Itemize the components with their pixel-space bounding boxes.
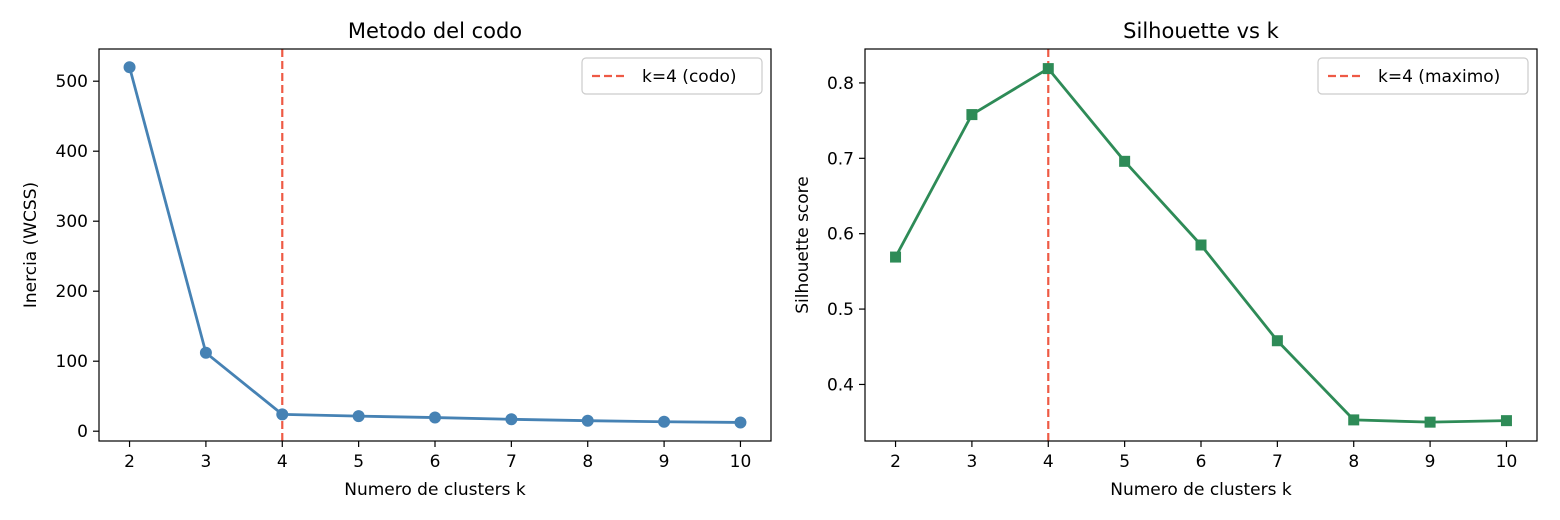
data-point bbox=[658, 415, 671, 428]
x-tick-label: 4 bbox=[277, 452, 288, 472]
x-tick-label: 10 bbox=[730, 452, 752, 472]
y-tick-label: 0.4 bbox=[827, 375, 854, 395]
data-point bbox=[734, 416, 747, 429]
legend-label: k=4 (maximo) bbox=[1378, 67, 1500, 87]
data-point bbox=[123, 61, 136, 74]
y-tick-label: 0.8 bbox=[827, 74, 854, 94]
data-point bbox=[1348, 414, 1360, 426]
data-point bbox=[1042, 63, 1054, 75]
data-point bbox=[1424, 416, 1436, 428]
data-point bbox=[1195, 239, 1207, 251]
x-tick-label: 4 bbox=[1043, 452, 1054, 472]
data-point bbox=[890, 251, 902, 263]
y-axis-label: Silhouette score bbox=[793, 176, 813, 314]
data-point bbox=[581, 414, 594, 427]
legend-box bbox=[581, 57, 763, 95]
data-point bbox=[276, 408, 289, 421]
x-tick-label: 10 bbox=[1496, 452, 1518, 472]
x-tick-label: 7 bbox=[506, 452, 517, 472]
x-tick-label: 3 bbox=[200, 452, 211, 472]
y-axis-label: Inercia (WCSS) bbox=[21, 182, 41, 308]
data-point bbox=[1119, 155, 1131, 167]
y-tick-label: 0 bbox=[77, 422, 88, 442]
data-point bbox=[505, 413, 518, 426]
x-tick-label: 5 bbox=[353, 452, 364, 472]
y-tick-label: 0.7 bbox=[827, 149, 854, 169]
y-tick-label: 100 bbox=[56, 352, 88, 372]
x-tick-label: 5 bbox=[1119, 452, 1130, 472]
y-tick-label: 500 bbox=[56, 72, 88, 92]
x-tick-label: 3 bbox=[966, 452, 977, 472]
data-point bbox=[966, 109, 978, 121]
chart-title: Metodo del codo bbox=[348, 19, 522, 43]
data-point bbox=[352, 410, 365, 423]
legend: k=4 (maximo) bbox=[1317, 57, 1529, 95]
y-tick-label: 300 bbox=[56, 212, 88, 232]
axes-frame bbox=[98, 48, 772, 442]
x-tick-label: 9 bbox=[659, 452, 670, 472]
legend-box bbox=[1317, 57, 1529, 95]
legend: k=4 (codo) bbox=[581, 57, 763, 95]
data-point bbox=[1500, 415, 1512, 427]
x-tick-label: 2 bbox=[890, 452, 901, 472]
legend-label: k=4 (codo) bbox=[642, 67, 737, 87]
series-line bbox=[128, 66, 741, 424]
y-tick-label: 0.5 bbox=[827, 300, 854, 320]
data-point bbox=[199, 346, 212, 359]
x-tick-label: 9 bbox=[1425, 452, 1436, 472]
y-tick-label: 400 bbox=[56, 142, 88, 162]
x-tick-label: 6 bbox=[430, 452, 441, 472]
chart-title: Silhouette vs k bbox=[1123, 19, 1279, 43]
x-tick-label: 2 bbox=[124, 452, 135, 472]
x-tick-label: 8 bbox=[1348, 452, 1359, 472]
y-tick-label: 200 bbox=[56, 282, 88, 302]
x-tick-label: 7 bbox=[1272, 452, 1283, 472]
data-point bbox=[429, 411, 441, 424]
x-tick-label: 8 bbox=[582, 452, 593, 472]
y-tick-label: 0.6 bbox=[827, 225, 854, 245]
axes-frame bbox=[864, 48, 1538, 442]
x-axis-label: Numero de clusters k bbox=[1110, 480, 1292, 500]
x-axis-label: Numero de clusters k bbox=[344, 480, 526, 500]
data-point bbox=[1271, 335, 1283, 347]
x-tick-label: 6 bbox=[1196, 452, 1207, 472]
subplot-2: Silhouette vs k 2 3 4 5 6 7 8 9 10 0.4 0.5 0.6 0.7 0.8… bbox=[793, 19, 1538, 500]
